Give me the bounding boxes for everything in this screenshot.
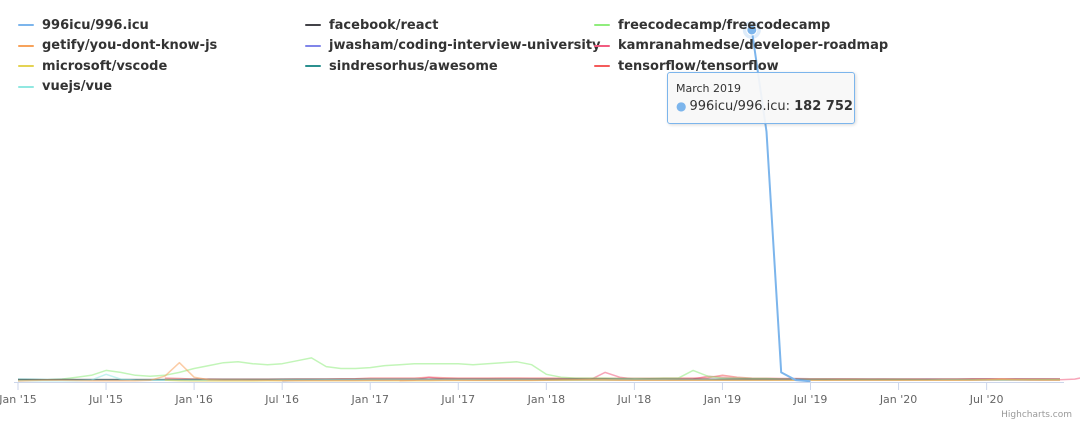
x-axis-tick-label: Jan '20 bbox=[879, 393, 917, 406]
tooltip: March 2019 ● 996icu/996.icu: 182 752 bbox=[667, 72, 855, 124]
x-axis-tick-label: Jan '17 bbox=[350, 393, 388, 406]
legend-label: sindresorhus/awesome bbox=[329, 58, 498, 74]
legend-swatch bbox=[18, 44, 34, 47]
legend-swatch bbox=[594, 65, 610, 67]
legend-item-getify-you-dont-know-js[interactable]: getify/you-dont-know-js bbox=[18, 36, 217, 56]
tooltip-separator: : bbox=[785, 99, 795, 114]
x-axis-tick-label: Jan '15 bbox=[0, 393, 37, 406]
legend-item-tensorflow-tensorflow[interactable]: tensorflow/tensorflow bbox=[594, 56, 779, 76]
tooltip-series-name: 996icu/996.icu bbox=[689, 99, 786, 114]
legend-swatch bbox=[305, 24, 321, 26]
legend-swatch bbox=[18, 85, 34, 88]
series-line-freecodecamp-freecodecamp[interactable] bbox=[18, 357, 1060, 381]
legend-swatch bbox=[305, 44, 321, 47]
x-axis-tick-label: Jan '16 bbox=[174, 393, 212, 406]
legend-label: 996icu/996.icu bbox=[42, 17, 149, 33]
legend-label: facebook/react bbox=[329, 17, 439, 33]
x-axis-tick-label: Jan '19 bbox=[703, 393, 741, 406]
legend-item-vuejs-vue[interactable]: vuejs/vue bbox=[18, 77, 112, 97]
x-axis-tick-label: Jul '18 bbox=[616, 393, 651, 406]
legend-label: microsoft/vscode bbox=[42, 58, 168, 74]
tooltip-value: 182 752 bbox=[794, 99, 853, 114]
legend: 996icu/996.icu facebook/react freecodecamp… bbox=[0, 0, 1080, 100]
legend-item-microsoft-vscode[interactable]: microsoft/vscode bbox=[18, 56, 167, 76]
hover-marker-group bbox=[742, 20, 761, 39]
tooltip-series-dot-icon: ● bbox=[676, 99, 687, 113]
x-axis-tick-label: Jul '17 bbox=[440, 393, 475, 406]
legend-swatch bbox=[305, 65, 321, 67]
tooltip-row: ● 996icu/996.icu: 182 752 bbox=[676, 97, 853, 116]
legend-label: freecodecamp/freecodecamp bbox=[618, 17, 831, 33]
legend-swatch bbox=[594, 24, 610, 26]
hover-point-marker[interactable] bbox=[746, 24, 758, 36]
legend-label: kamranahmedse/developer-roadmap bbox=[618, 38, 889, 53]
legend-label: tensorflow/tensorflow bbox=[618, 58, 779, 74]
series-line-getify-you-dont-know-js[interactable] bbox=[17, 361, 1060, 382]
x-axis-tick-label: Jul '19 bbox=[793, 393, 828, 406]
legend-label: vuejs/vue bbox=[42, 79, 113, 94]
x-axis-tick-label: Jan '18 bbox=[527, 393, 565, 406]
legend-item-996icu-996-icu[interactable]: 996icu/996.icu bbox=[18, 15, 149, 35]
legend-item-kamranahmedse-developer-roadmap[interactable]: kamranahmedse/developer-roadmap bbox=[594, 36, 888, 56]
legend-item-jwasham-coding-interview-university[interactable]: jwasham/coding-interview-university bbox=[305, 36, 601, 56]
x-axis-tick-label: Jul '15 bbox=[88, 393, 123, 406]
legend-item-freecodecamp-freecodecamp[interactable]: freecodecamp/freecodecamp bbox=[594, 15, 830, 35]
legend-item-facebook-react[interactable]: facebook/react bbox=[305, 15, 438, 35]
legend-label: getify/you-dont-know-js bbox=[42, 38, 218, 53]
legend-swatch bbox=[18, 65, 34, 67]
x-axis-tick-label: Jul '20 bbox=[969, 393, 1004, 406]
legend-item-sindresorhus-awesome[interactable]: sindresorhus/awesome bbox=[305, 56, 498, 76]
x-axis-tick-label: Jul '16 bbox=[264, 393, 299, 406]
legend-swatch bbox=[18, 24, 34, 26]
x-axis-ticks: Jan '15 Jul '15 Jan '16 Jul '16 Jan '17 Jul '… bbox=[0, 382, 1004, 406]
series-group bbox=[17, 29, 1080, 383]
tooltip-title: March 2019 bbox=[676, 82, 742, 95]
legend-label: jwasham/coding-interview-university bbox=[329, 38, 601, 53]
legend-swatch bbox=[594, 44, 610, 47]
credits-link[interactable]: Highcharts.com bbox=[1001, 410, 1072, 420]
